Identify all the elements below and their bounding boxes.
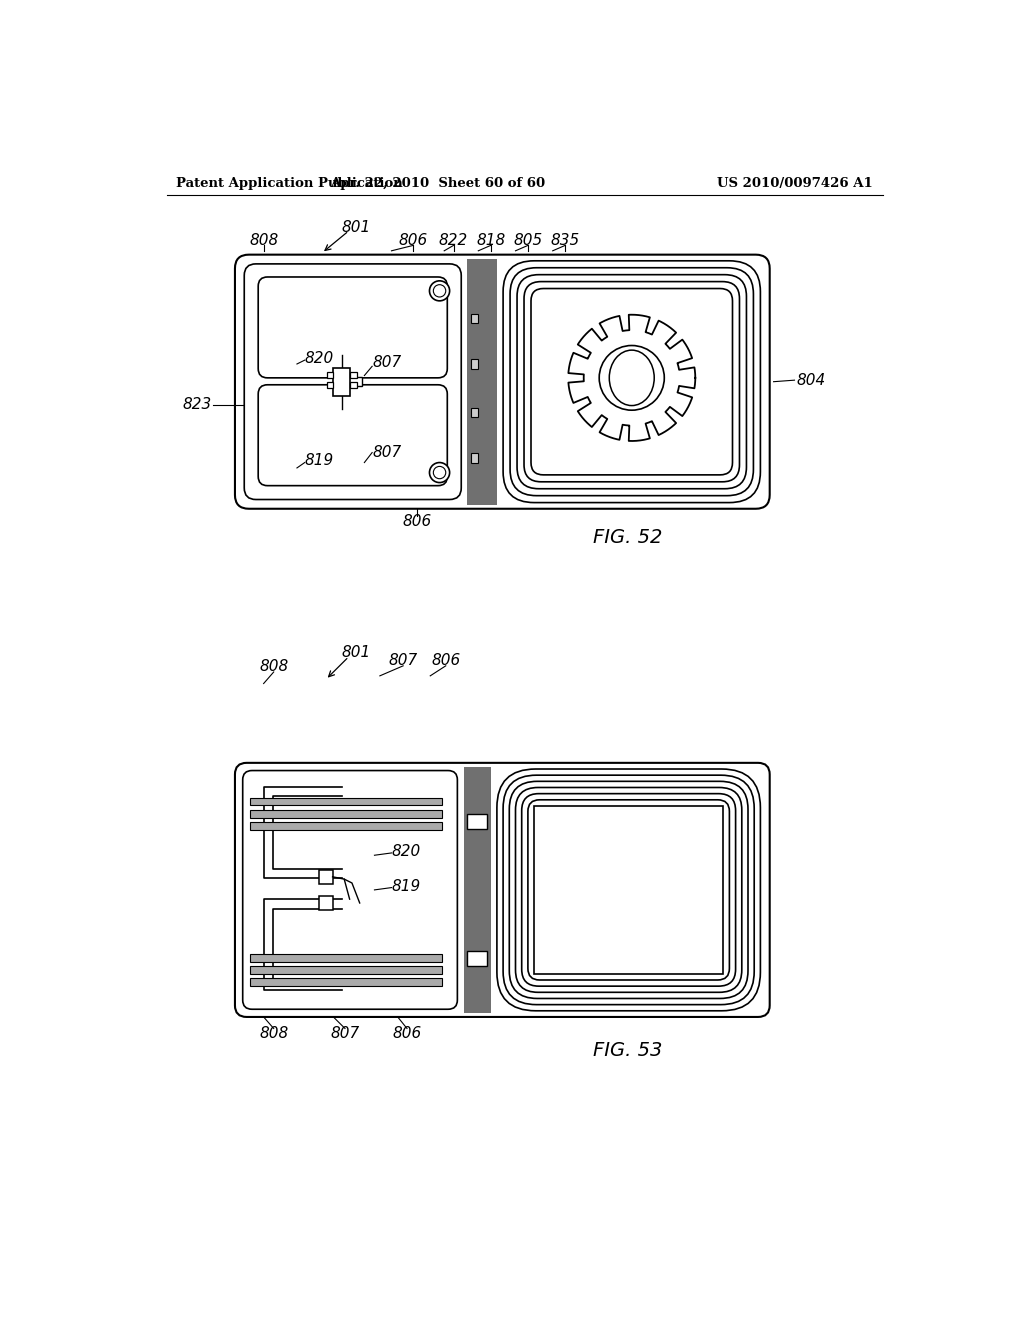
Text: 808: 808 bbox=[259, 1027, 289, 1041]
Text: 804: 804 bbox=[796, 372, 825, 388]
Bar bbox=[251, 978, 442, 986]
Text: 819: 819 bbox=[391, 879, 421, 894]
Text: 806: 806 bbox=[392, 1027, 422, 1041]
Bar bbox=[471, 359, 478, 368]
Bar bbox=[318, 896, 333, 909]
Text: 808: 808 bbox=[249, 234, 279, 248]
Text: 820: 820 bbox=[305, 351, 334, 366]
Bar bbox=[328, 381, 334, 388]
Text: 801: 801 bbox=[342, 645, 372, 660]
Bar bbox=[464, 767, 490, 1014]
Bar bbox=[251, 797, 442, 805]
Bar bbox=[350, 381, 356, 388]
Text: 807: 807 bbox=[331, 1027, 359, 1041]
Bar bbox=[467, 813, 486, 829]
FancyBboxPatch shape bbox=[234, 763, 770, 1016]
Text: 805: 805 bbox=[513, 234, 543, 248]
Bar bbox=[471, 453, 478, 462]
Circle shape bbox=[599, 346, 665, 411]
Text: 808: 808 bbox=[259, 659, 289, 675]
Text: Patent Application Publication: Patent Application Publication bbox=[176, 177, 402, 190]
Text: 819: 819 bbox=[305, 453, 334, 467]
Bar bbox=[328, 372, 334, 378]
Bar bbox=[343, 378, 362, 387]
Bar bbox=[535, 807, 723, 974]
Text: 822: 822 bbox=[439, 234, 468, 248]
Bar bbox=[467, 950, 486, 966]
Circle shape bbox=[429, 281, 450, 301]
Circle shape bbox=[433, 466, 445, 479]
Circle shape bbox=[433, 285, 445, 297]
Text: 835: 835 bbox=[551, 234, 580, 248]
Bar bbox=[251, 966, 442, 974]
Bar bbox=[251, 822, 442, 830]
Text: 807: 807 bbox=[372, 355, 401, 370]
Bar bbox=[251, 954, 442, 961]
Bar bbox=[318, 870, 333, 884]
Bar bbox=[350, 372, 356, 378]
Text: FIG. 53: FIG. 53 bbox=[593, 1040, 663, 1060]
Text: 820: 820 bbox=[391, 843, 421, 859]
Bar bbox=[471, 314, 478, 323]
Ellipse shape bbox=[609, 350, 654, 405]
Bar bbox=[251, 810, 442, 817]
Circle shape bbox=[429, 462, 450, 483]
Text: 818: 818 bbox=[476, 234, 505, 248]
Text: 801: 801 bbox=[342, 220, 372, 235]
Bar bbox=[471, 408, 478, 417]
Text: 806: 806 bbox=[431, 653, 461, 668]
Bar bbox=[334, 368, 350, 396]
Text: Apr. 22, 2010  Sheet 60 of 60: Apr. 22, 2010 Sheet 60 of 60 bbox=[331, 177, 546, 190]
Text: FIG. 52: FIG. 52 bbox=[593, 528, 663, 546]
Text: 807: 807 bbox=[372, 445, 401, 461]
Text: US 2010/0097426 A1: US 2010/0097426 A1 bbox=[717, 177, 872, 190]
Text: 807: 807 bbox=[388, 653, 418, 668]
FancyBboxPatch shape bbox=[234, 255, 770, 508]
Text: 806: 806 bbox=[402, 515, 432, 529]
Text: 806: 806 bbox=[398, 234, 428, 248]
Text: 823: 823 bbox=[182, 397, 212, 412]
Bar bbox=[467, 259, 497, 506]
